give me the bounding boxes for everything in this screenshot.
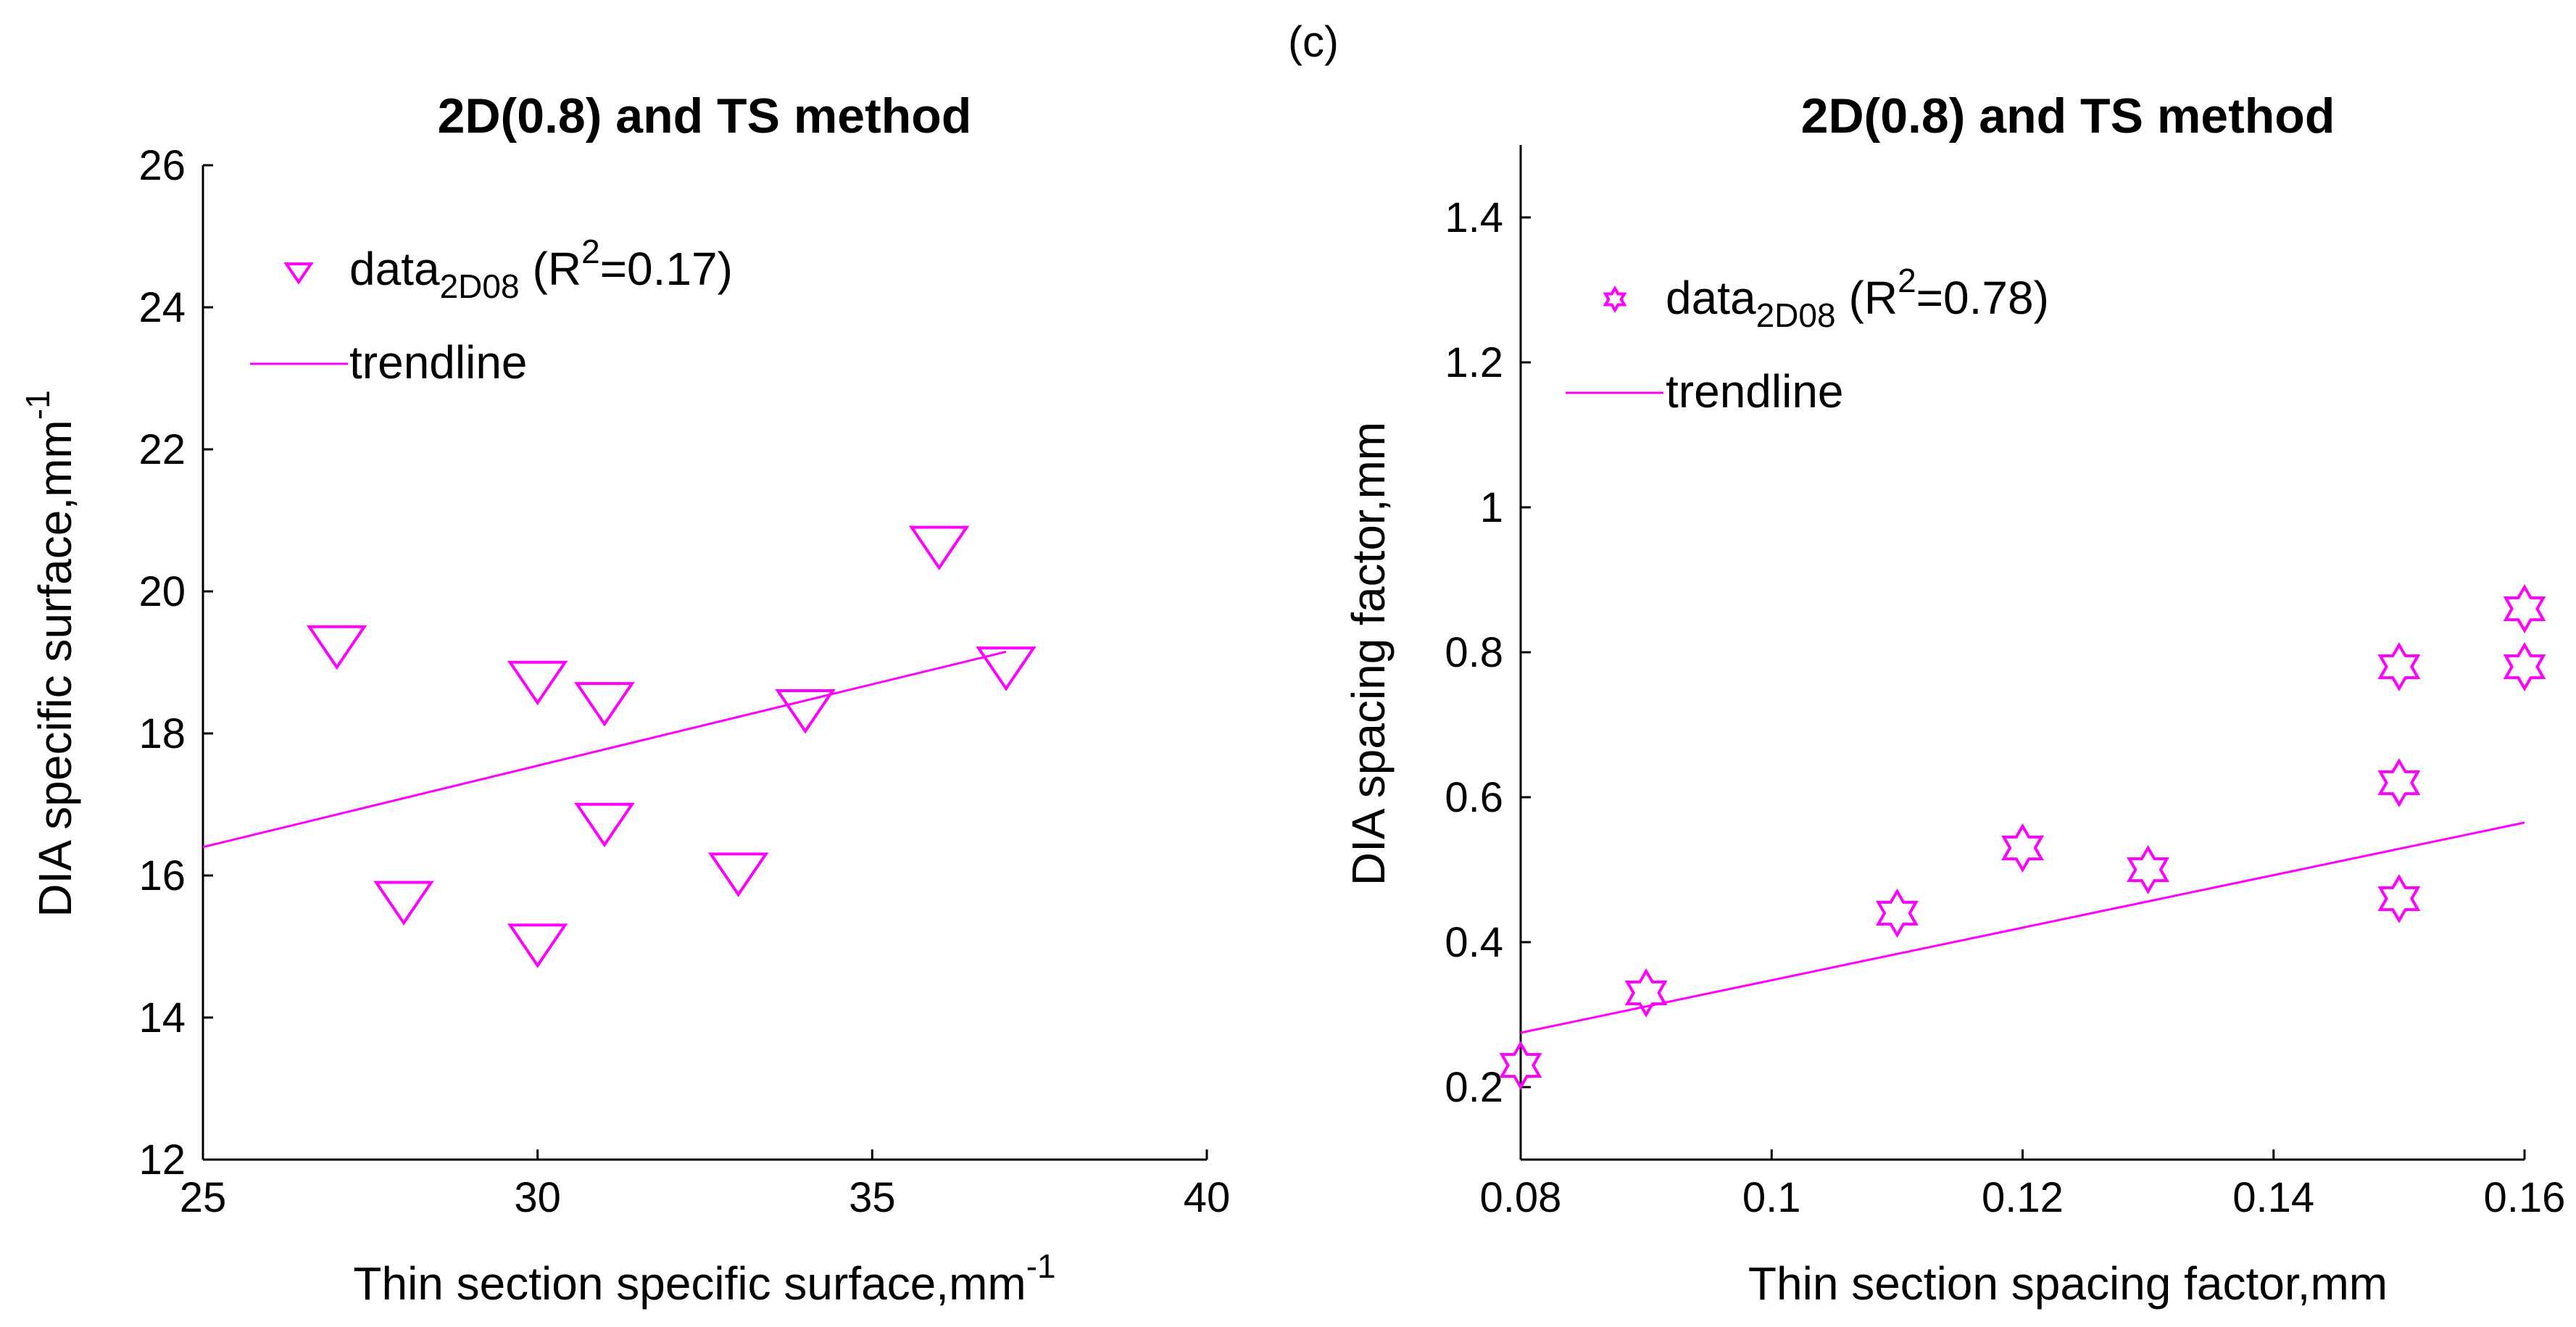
legend-data-subscript: 2D08 — [440, 267, 520, 305]
chart-specific-surface: 2D(0.8) and TS method 25 30 35 40 12 14 16 18 20… — [19, 88, 1230, 1310]
x-tick-label: 40 — [1184, 1174, 1231, 1221]
x-tick-label: 30 — [514, 1174, 561, 1221]
x-tick-label: 0.1 — [1742, 1174, 1801, 1221]
x-tick-label: 0.08 — [1480, 1174, 1562, 1221]
x-axis-title-text: Thin section spacing factor,mm — [1748, 1257, 2388, 1310]
legend-data-marker — [283, 262, 314, 285]
x-axis-title: Thin section spacing factor,mm — [1748, 1257, 2388, 1310]
x-tick-label: 25 — [180, 1174, 227, 1221]
x-tick-label: 0.16 — [2484, 1174, 2566, 1221]
y-tick-label: 12 — [138, 1136, 186, 1184]
y-axis-title-text: DIA spacing factor,mm — [1342, 422, 1395, 886]
data-point — [574, 802, 635, 848]
x-axis-title-superscript: -1 — [1026, 1247, 1056, 1285]
data-point — [2503, 642, 2546, 691]
y-axis-title-superscript: -1 — [19, 390, 57, 420]
x-axis-title-text: Thin section specific surface,mm — [353, 1257, 1026, 1310]
y-axis-title: DIA spacing factor,mm — [1342, 422, 1395, 886]
y-tick-label: 16 — [138, 852, 186, 899]
y-tick-label: 26 — [138, 142, 186, 189]
data-point — [373, 881, 434, 926]
x-tick-label: 35 — [849, 1174, 896, 1221]
plot-area: 25 30 35 40 12 14 16 18 20 22 24 26 — [138, 142, 1230, 1221]
legend-data-text: data — [1666, 272, 1756, 324]
chart-title: 2D(0.8) and TS method — [1801, 88, 2335, 143]
data-point — [2377, 642, 2421, 691]
legend: data2D08 (R2=0.17) trendline — [250, 233, 733, 388]
legend-trendline-label: trendline — [349, 336, 528, 388]
data-point — [775, 689, 836, 734]
data-point — [1875, 889, 1919, 938]
legend-trendline-label: trendline — [1666, 365, 1844, 417]
y-tick-label: 0.8 — [1445, 629, 1503, 676]
data-point — [976, 646, 1036, 691]
data-point — [306, 625, 367, 670]
legend-data-marker — [1603, 285, 1627, 314]
legend-r2-exponent: 2 — [581, 233, 600, 270]
trendline — [202, 650, 1007, 849]
panel-label: (c) — [1288, 17, 1339, 66]
data-point — [2127, 845, 2170, 894]
legend-data-text: data — [349, 243, 440, 295]
y-tick-label: 20 — [138, 568, 186, 615]
y-axis-title: DIA specific surface,mm-1 — [19, 390, 81, 917]
data-point — [2503, 584, 2546, 633]
legend-r2-prefix: (R — [533, 243, 582, 295]
y-tick-label: 1 — [1480, 484, 1503, 531]
legend-r2-value: =0.78) — [1916, 272, 2049, 324]
y-tick-label: 0.4 — [1445, 919, 1503, 966]
legend-data-label: data2D08 (R2=0.17) — [349, 233, 733, 305]
data-point — [574, 682, 635, 727]
data-point — [507, 923, 568, 968]
y-tick-label: 0.6 — [1445, 774, 1503, 821]
y-tick-label: 1.2 — [1445, 339, 1503, 386]
data-point — [507, 660, 568, 706]
legend-data-label: data2D08 (R2=0.78) — [1666, 262, 2049, 334]
chart-title: 2D(0.8) and TS method — [438, 88, 972, 143]
legend-data-subscript: 2D08 — [1756, 296, 1836, 334]
chart-spacing-factor: 2D(0.8) and TS method 0.08 0.1 0.12 0.14 0.1… — [1342, 88, 2565, 1310]
y-tick-label: 14 — [138, 994, 186, 1041]
trendline — [1520, 821, 2525, 1034]
data-point — [1624, 968, 1668, 1018]
data-point — [908, 525, 970, 571]
x-axis-title: Thin section specific surface,mm-1 — [353, 1247, 1055, 1310]
data-point — [2377, 758, 2421, 807]
y-axis-title-text: DIA specific surface,mm — [29, 420, 81, 917]
legend-r2-exponent: 2 — [1898, 262, 1916, 299]
y-tick-label: 18 — [138, 710, 186, 757]
plot-area: 0.08 0.1 0.12 0.14 0.16 0.2 0.4 0.6 0.8 1 1.2 1.4 — [1445, 145, 2565, 1221]
data-point — [2377, 874, 2421, 923]
y-tick-label: 1.4 — [1445, 194, 1503, 241]
legend: data2D08 (R2=0.78) trendline — [1566, 262, 2049, 417]
legend-r2-prefix: (R — [1849, 272, 1898, 324]
x-tick-label: 0.14 — [2232, 1174, 2314, 1221]
data-point — [707, 852, 769, 897]
x-tick-label: 0.12 — [1982, 1174, 2064, 1221]
legend-r2-value: =0.17) — [600, 243, 733, 295]
data-point — [1499, 1041, 1542, 1090]
y-tick-label: 24 — [138, 284, 186, 331]
y-tick-label: 0.2 — [1445, 1064, 1503, 1111]
data-point — [2001, 823, 2044, 873]
y-tick-label: 22 — [138, 426, 186, 473]
